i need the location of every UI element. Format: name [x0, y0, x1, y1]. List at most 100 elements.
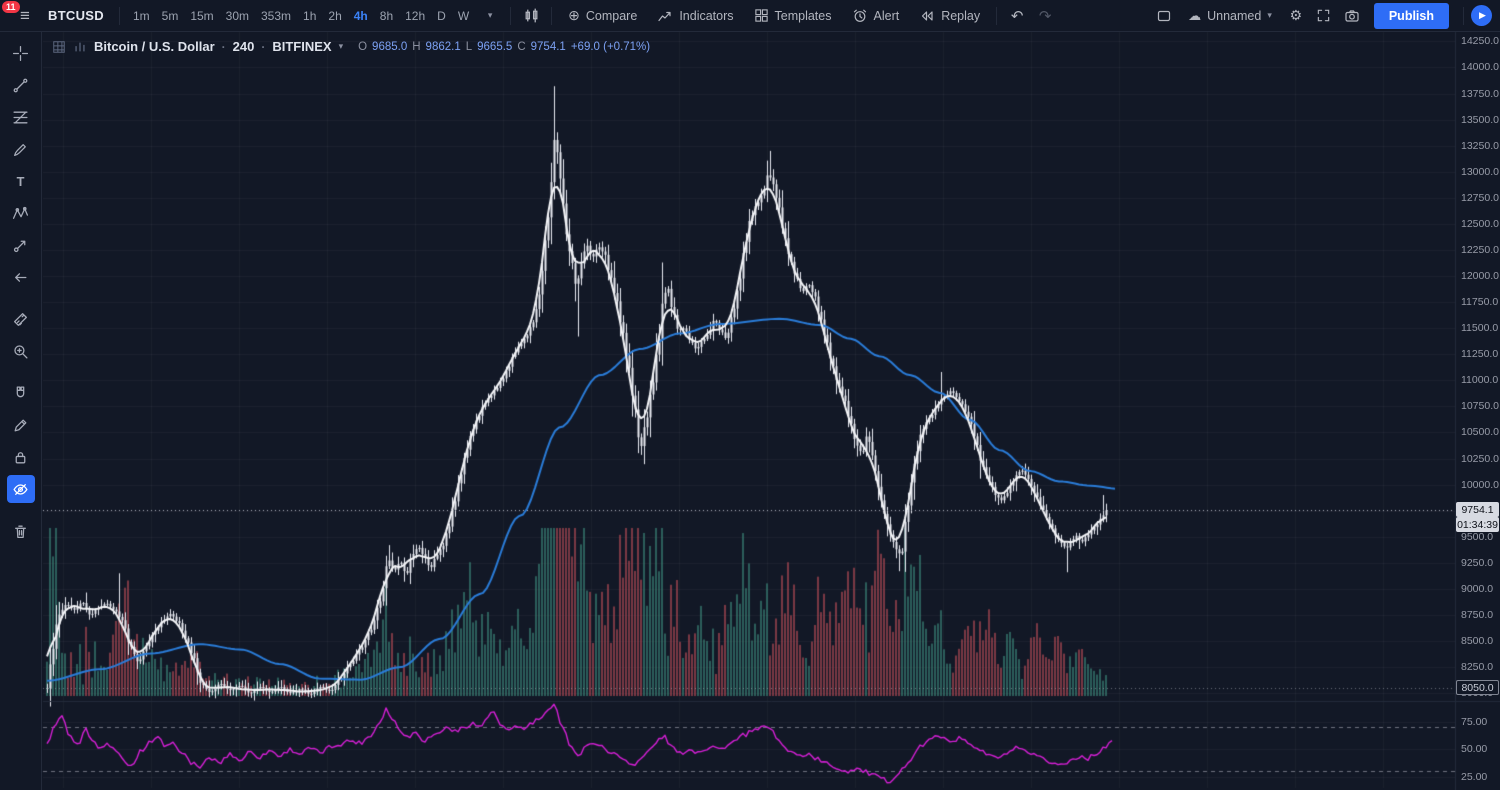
countdown-label: 01:34:39: [1456, 517, 1499, 533]
symbol-title[interactable]: Bitcoin / U.S. Dollar: [94, 39, 215, 54]
topbar: ≡ BTCUSD 1m 5m 15m 30m 353m 1h 2h 4h 8h 12h D W ▾ ⊕…: [0, 0, 1500, 32]
close-label: C: [517, 40, 526, 53]
price-tick: 13250.0: [1461, 139, 1499, 152]
camera-icon: [1344, 8, 1360, 24]
brush-icon[interactable]: [7, 135, 35, 163]
ohlc-readout: O 9685.0 H 9862.1 L 9665.5 C 9754.1 +69.…: [358, 41, 650, 53]
interval-value[interactable]: 240: [232, 39, 255, 54]
undo-icon[interactable]: ↶: [1004, 3, 1030, 29]
separator: [996, 6, 998, 25]
open-label: O: [358, 40, 368, 53]
svg-text:T: T: [17, 173, 25, 188]
templates-grid-icon: [754, 8, 769, 23]
price-tick: 10500.0: [1461, 426, 1499, 439]
separator: [510, 6, 512, 25]
candlestick-icon: [523, 7, 540, 24]
timeframe-2h[interactable]: 2h: [322, 4, 347, 28]
price-tick: 11750.0: [1461, 296, 1499, 309]
save-layout-button[interactable]: ☁ Unnamed ▾: [1179, 3, 1281, 29]
change-value: +69.0 (+0.71%): [570, 40, 651, 53]
timeframe-1m[interactable]: 1m: [127, 4, 156, 28]
lock-all-icon[interactable]: [7, 443, 35, 471]
price-tick: 8500.0: [1461, 635, 1494, 648]
redo-icon[interactable]: ↷: [1032, 3, 1058, 29]
legend-separator: ·: [261, 39, 266, 54]
measure-icon[interactable]: [7, 305, 35, 333]
layout-select-button[interactable]: [1151, 3, 1177, 29]
timeframe-4h[interactable]: 4h: [348, 4, 374, 28]
timeframe-12h[interactable]: 12h: [399, 4, 431, 28]
separator: [1463, 6, 1464, 25]
exchange-logo-icon: [73, 40, 87, 54]
timeframe-D[interactable]: D: [431, 4, 452, 28]
price-tick: 14250.0: [1461, 35, 1499, 48]
timeframe-15m[interactable]: 15m: [184, 4, 219, 28]
fullscreen-icon: [1316, 8, 1331, 23]
cloud-icon: ☁: [1188, 7, 1202, 23]
hide-all-icon[interactable]: [6, 475, 35, 503]
compare-button[interactable]: ⊕ Compare: [559, 3, 646, 29]
price-tick: 10750.0: [1461, 400, 1499, 413]
price-axis[interactable]: 14250.0 14000.0 13750.0 13500.0 13250.0 13000…: [1456, 32, 1500, 701]
zoom-in-icon[interactable]: [7, 337, 35, 365]
indicator-tick: 25.00: [1461, 770, 1488, 783]
text-icon[interactable]: T: [7, 167, 35, 195]
notification-badge[interactable]: 11: [2, 1, 20, 13]
indicator-tick: 75.00: [1461, 715, 1488, 728]
indicator-axis[interactable]: 75.00 50.00 25.00: [1456, 702, 1500, 788]
chevron-down-icon: ▾: [1267, 10, 1272, 20]
timeframe-5m[interactable]: 5m: [156, 4, 185, 28]
legend-separator: ·: [221, 39, 226, 54]
timeframe-353m[interactable]: 353m: [255, 4, 297, 28]
alert-clock-icon: [852, 8, 868, 24]
templates-button[interactable]: Templates: [745, 3, 841, 29]
watchlist-grid-icon[interactable]: [52, 40, 66, 54]
price-tick: 12000.0: [1461, 270, 1499, 283]
back-arrow-icon[interactable]: [7, 263, 35, 291]
price-tick: 12750.0: [1461, 191, 1499, 204]
fullscreen-button[interactable]: [1311, 3, 1337, 29]
low-value: 9665.5: [477, 40, 513, 53]
edit-icon[interactable]: [7, 411, 35, 439]
timeframe-30m[interactable]: 30m: [220, 4, 255, 28]
chevron-down-icon[interactable]: ▾: [338, 41, 344, 51]
publish-button[interactable]: Publish: [1373, 2, 1449, 29]
symbol-button[interactable]: BTCUSD: [40, 8, 112, 23]
hamburger-menu-icon[interactable]: ≡: [12, 3, 38, 29]
fib-retracement-icon[interactable]: [7, 103, 35, 131]
remove-all-icon[interactable]: [7, 517, 35, 545]
settings-gear-icon[interactable]: ⚙: [1283, 3, 1309, 29]
indicators-button[interactable]: Indicators: [648, 3, 742, 29]
crosshair-icon[interactable]: [7, 39, 35, 67]
alert-button[interactable]: Alert: [843, 3, 909, 29]
indicator-tick: 50.00: [1461, 743, 1488, 756]
chart-style-button[interactable]: [518, 3, 544, 29]
exchange-name[interactable]: BITFINEX: [272, 39, 332, 54]
price-tick: 12500.0: [1461, 217, 1499, 230]
price-tick: 10250.0: [1461, 452, 1499, 465]
price-tick: 10000.0: [1461, 478, 1499, 491]
separator: [551, 6, 553, 25]
xabcd-pattern-icon[interactable]: [7, 199, 35, 227]
trend-line-icon[interactable]: [7, 71, 35, 99]
drawing-toolbar: T: [0, 32, 42, 790]
price-tick: 8250.0: [1461, 661, 1494, 674]
snapshot-button[interactable]: [1339, 3, 1365, 29]
close-value: 9754.1: [530, 40, 566, 53]
price-tick: 13000.0: [1461, 165, 1499, 178]
interval-more-button[interactable]: ▾: [477, 3, 503, 29]
low-label: L: [465, 40, 473, 53]
replay-button[interactable]: Replay: [910, 3, 989, 29]
timeframe-1h[interactable]: 1h: [297, 4, 322, 28]
timeframe-group: 1m 5m 15m 30m 353m 1h 2h 4h 8h 12h D W: [127, 4, 475, 28]
timeframe-8h[interactable]: 8h: [374, 4, 399, 28]
play-icon[interactable]: ▶: [1471, 5, 1492, 26]
forecast-icon[interactable]: [7, 231, 35, 259]
price-tick: 14000.0: [1461, 61, 1499, 74]
chart-legend: Bitcoin / U.S. Dollar · 240 · BITFINEX ▾…: [52, 39, 650, 54]
price-tick: 9250.0: [1461, 556, 1494, 569]
price-tick: 12250.0: [1461, 243, 1499, 256]
timeframe-W[interactable]: W: [452, 4, 475, 28]
magnet-icon[interactable]: [7, 379, 35, 407]
